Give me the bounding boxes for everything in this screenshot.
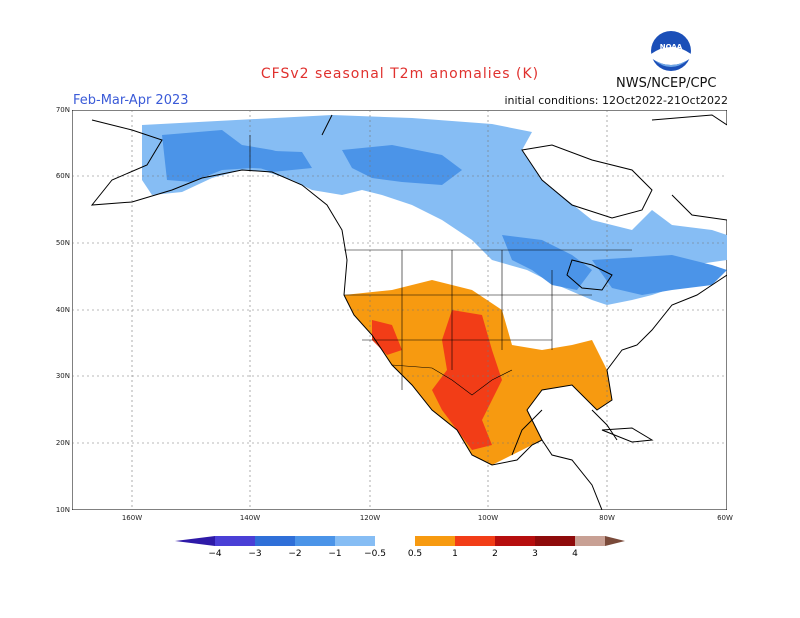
lon-label-60w: 60W (717, 514, 733, 522)
lat-label-10n: 10N (55, 506, 70, 514)
colorbar-tick: −4 (208, 549, 222, 559)
colorbar-tick: 2 (492, 549, 498, 559)
colorbar-tick: 3 (532, 549, 538, 559)
colorbar-tick: 1 (452, 549, 458, 559)
organization-label: NWS/NCEP/CPC (616, 76, 717, 91)
forecast-period: Feb-Mar-Apr 2023 (73, 93, 189, 108)
lon-label-160w: 160W (121, 514, 143, 522)
colorbar-tick: −2 (288, 549, 301, 559)
lon-label-80w: 80W (599, 514, 615, 522)
initial-conditions: initial conditions: 12Oct2022-21Oct2022 (504, 94, 728, 107)
lat-label-60n: 60N (55, 172, 70, 180)
colorbar-tick: −0.5 (364, 549, 386, 559)
colorbar-tick: −1 (328, 549, 341, 559)
colorbar-tick: 4 (572, 549, 578, 559)
lat-label-50n: 50N (55, 239, 70, 247)
lon-label-120w: 120W (359, 514, 381, 522)
colorbar-tick: −3 (248, 549, 261, 559)
colorbar-tick: 0.5 (408, 549, 422, 559)
lat-label-30n: 30N (55, 372, 70, 380)
cold-anomaly-region (142, 115, 727, 305)
political-boundaries (249, 135, 632, 396)
svg-text:NOAA: NOAA (660, 43, 683, 51)
lon-label-100w: 100W (477, 514, 499, 522)
graticule (72, 110, 727, 510)
noaa-logo-icon: NOAA (651, 31, 691, 71)
colorbar-legend: −4 −3 −2 −1 −0.5 0.5 1 2 3 4 (175, 536, 625, 559)
lat-label-40n: 40N (55, 306, 70, 314)
lat-label-20n: 20N (55, 439, 70, 447)
lon-label-140w: 140W (239, 514, 261, 522)
map-title: CFSv2 seasonal T2m anomalies (K) (260, 66, 540, 82)
anomaly-map (72, 110, 727, 510)
lat-label-70n: 70N (55, 106, 70, 114)
